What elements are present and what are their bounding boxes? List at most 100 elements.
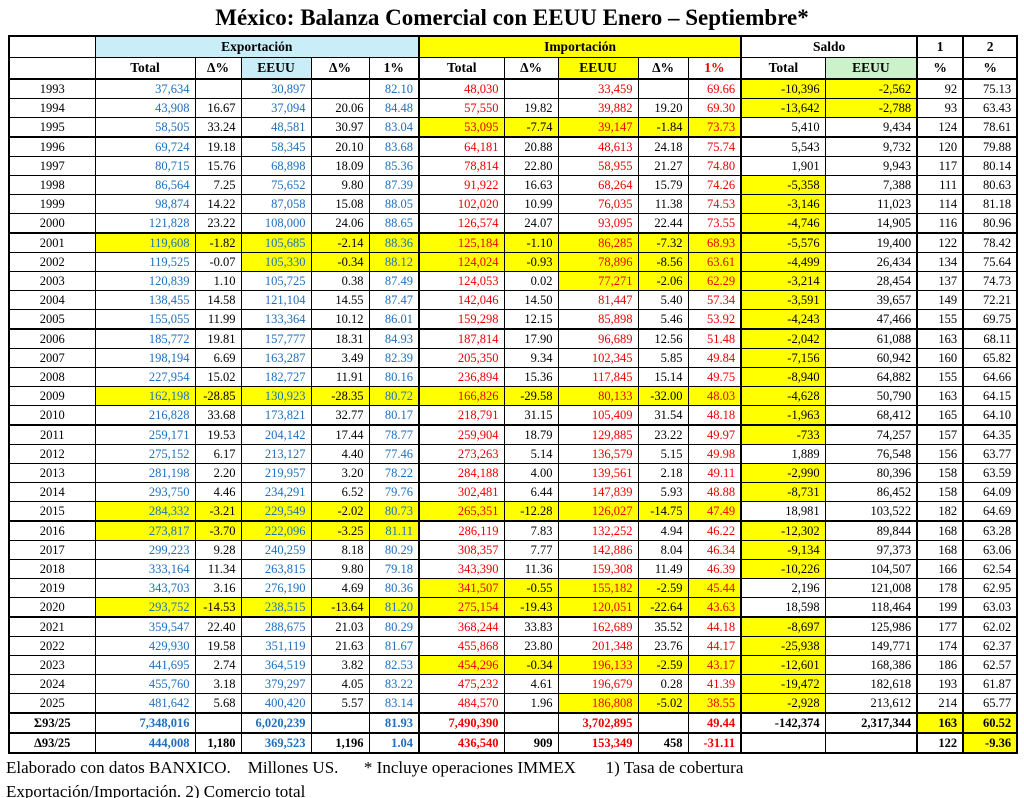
data-cell: 125,986 <box>824 616 918 637</box>
data-cell <box>194 712 242 734</box>
year-cell: 2025 <box>8 693 96 714</box>
data-cell: 302,481 <box>418 482 505 502</box>
data-cell: -2,990 <box>740 463 826 483</box>
data-cell: 86.01 <box>368 309 420 330</box>
data-cell: 15.08 <box>310 194 370 214</box>
data-cell: 49.75 <box>687 367 742 387</box>
data-cell: 61,088 <box>824 328 918 349</box>
data-cell: 120,051 <box>557 597 639 618</box>
data-cell: 20.10 <box>310 136 370 157</box>
data-cell: 11,023 <box>824 194 918 214</box>
data-cell <box>310 78 370 99</box>
sub-header-1: Total <box>94 57 196 80</box>
data-cell: 168,386 <box>824 655 918 675</box>
data-cell: 182,618 <box>824 674 918 694</box>
data-cell: 9.34 <box>503 348 559 368</box>
data-cell: 229,549 <box>240 501 312 522</box>
data-cell: 76,548 <box>824 444 918 464</box>
data-cell: 77.46 <box>368 444 420 464</box>
data-cell: 83.22 <box>368 674 420 694</box>
data-cell: 227,954 <box>94 367 196 387</box>
data-cell: 86,452 <box>824 482 918 502</box>
data-cell: 20.88 <box>503 136 559 157</box>
data-cell: 4.40 <box>310 444 370 464</box>
data-cell: 259,904 <box>418 424 505 445</box>
data-cell: 124,024 <box>418 252 505 272</box>
data-cell: 35.52 <box>637 616 689 637</box>
sub-header-3: EEUU <box>240 57 312 80</box>
data-cell: -12,302 <box>740 520 826 541</box>
data-cell: 364,519 <box>240 655 312 675</box>
data-cell: 185,772 <box>94 328 196 349</box>
data-cell: 17.90 <box>503 328 559 349</box>
data-cell: 201,348 <box>557 636 639 656</box>
data-cell: 1,901 <box>740 156 826 176</box>
data-cell: 129,885 <box>557 424 639 445</box>
data-cell: 155,055 <box>94 309 196 330</box>
sub-header-12: EEUU <box>824 57 918 80</box>
year-cell: 2015 <box>8 501 96 522</box>
data-cell: 69.30 <box>687 98 742 118</box>
data-cell: 4.69 <box>310 578 370 598</box>
data-cell: 5.85 <box>637 348 689 368</box>
data-cell: 9,732 <box>824 136 918 157</box>
data-cell: 126,574 <box>418 213 505 234</box>
data-cell: -5,358 <box>740 175 826 195</box>
data-cell: 80.63 <box>962 175 1018 195</box>
data-cell <box>637 78 689 99</box>
data-cell: -31.11 <box>687 732 742 754</box>
data-cell: 149 <box>916 290 964 310</box>
data-cell: 343,390 <box>418 559 505 579</box>
data-cell: 64,882 <box>824 367 918 387</box>
data-cell: -32.00 <box>637 386 689 406</box>
data-cell: 238,515 <box>240 597 312 618</box>
data-cell: 7.83 <box>503 520 559 541</box>
data-cell: 4.00 <box>503 463 559 483</box>
data-cell: 4.94 <box>637 520 689 541</box>
data-cell: 62.54 <box>962 559 1018 579</box>
year-cell: 1998 <box>8 175 96 195</box>
data-cell: 219,957 <box>240 463 312 483</box>
data-cell: 80,396 <box>824 463 918 483</box>
data-cell: 276,190 <box>240 578 312 598</box>
data-cell <box>194 78 242 99</box>
data-cell: 11.99 <box>194 309 242 330</box>
data-cell: 83.04 <box>368 117 420 138</box>
data-cell: 165 <box>916 405 964 426</box>
data-cell: 85.36 <box>368 156 420 176</box>
data-cell: 64,181 <box>418 136 505 157</box>
year-cell: 2023 <box>8 655 96 675</box>
data-cell: 166 <box>916 559 964 579</box>
data-cell: 173,821 <box>240 405 312 426</box>
data-cell: 38.55 <box>687 693 742 714</box>
data-cell: 7.25 <box>194 175 242 195</box>
data-cell: 105,409 <box>557 405 639 426</box>
data-cell: 68,264 <box>557 175 639 195</box>
data-cell: 5,410 <box>740 117 826 138</box>
data-cell: 12.15 <box>503 309 559 330</box>
data-cell: 21.27 <box>637 156 689 176</box>
table-row: 1995 58,505 33.24 48,581 30.97 83.04 53,095 -7.… <box>8 117 1018 138</box>
data-cell: 21.03 <box>310 616 370 637</box>
data-cell: -25,938 <box>740 636 826 656</box>
data-cell: 299,223 <box>94 540 196 560</box>
data-cell: 18.79 <box>503 424 559 445</box>
data-cell: 22.80 <box>503 156 559 176</box>
data-cell: 11.91 <box>310 367 370 387</box>
data-cell: 69.66 <box>687 78 742 99</box>
data-cell: 14.58 <box>194 290 242 310</box>
data-cell: 168 <box>916 540 964 560</box>
data-cell: 105,725 <box>240 271 312 291</box>
data-cell: 51.48 <box>687 328 742 349</box>
data-cell: 178 <box>916 578 964 598</box>
data-cell: -3,214 <box>740 271 826 291</box>
data-cell: 48.88 <box>687 482 742 502</box>
data-cell: 222,096 <box>240 520 312 541</box>
data-cell: 98,874 <box>94 194 196 214</box>
table-row: 2019 343,703 3.16 276,190 4.69 80.36 341,507 -0… <box>8 578 1018 598</box>
year-cell: 2020 <box>8 597 96 618</box>
data-cell: 9.28 <box>194 540 242 560</box>
data-cell: -0.34 <box>503 655 559 675</box>
data-cell: 88.36 <box>368 232 420 253</box>
data-cell: -29.58 <box>503 386 559 406</box>
